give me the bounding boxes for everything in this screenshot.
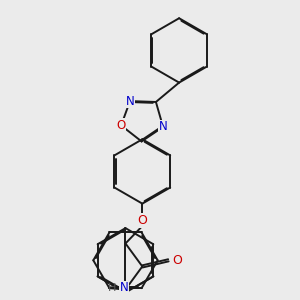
Text: N: N (120, 281, 128, 294)
Text: H: H (107, 283, 116, 293)
Text: O: O (172, 254, 182, 267)
Text: N: N (159, 120, 167, 134)
Text: O: O (137, 214, 147, 227)
Text: O: O (116, 119, 126, 132)
Text: N: N (126, 94, 134, 108)
